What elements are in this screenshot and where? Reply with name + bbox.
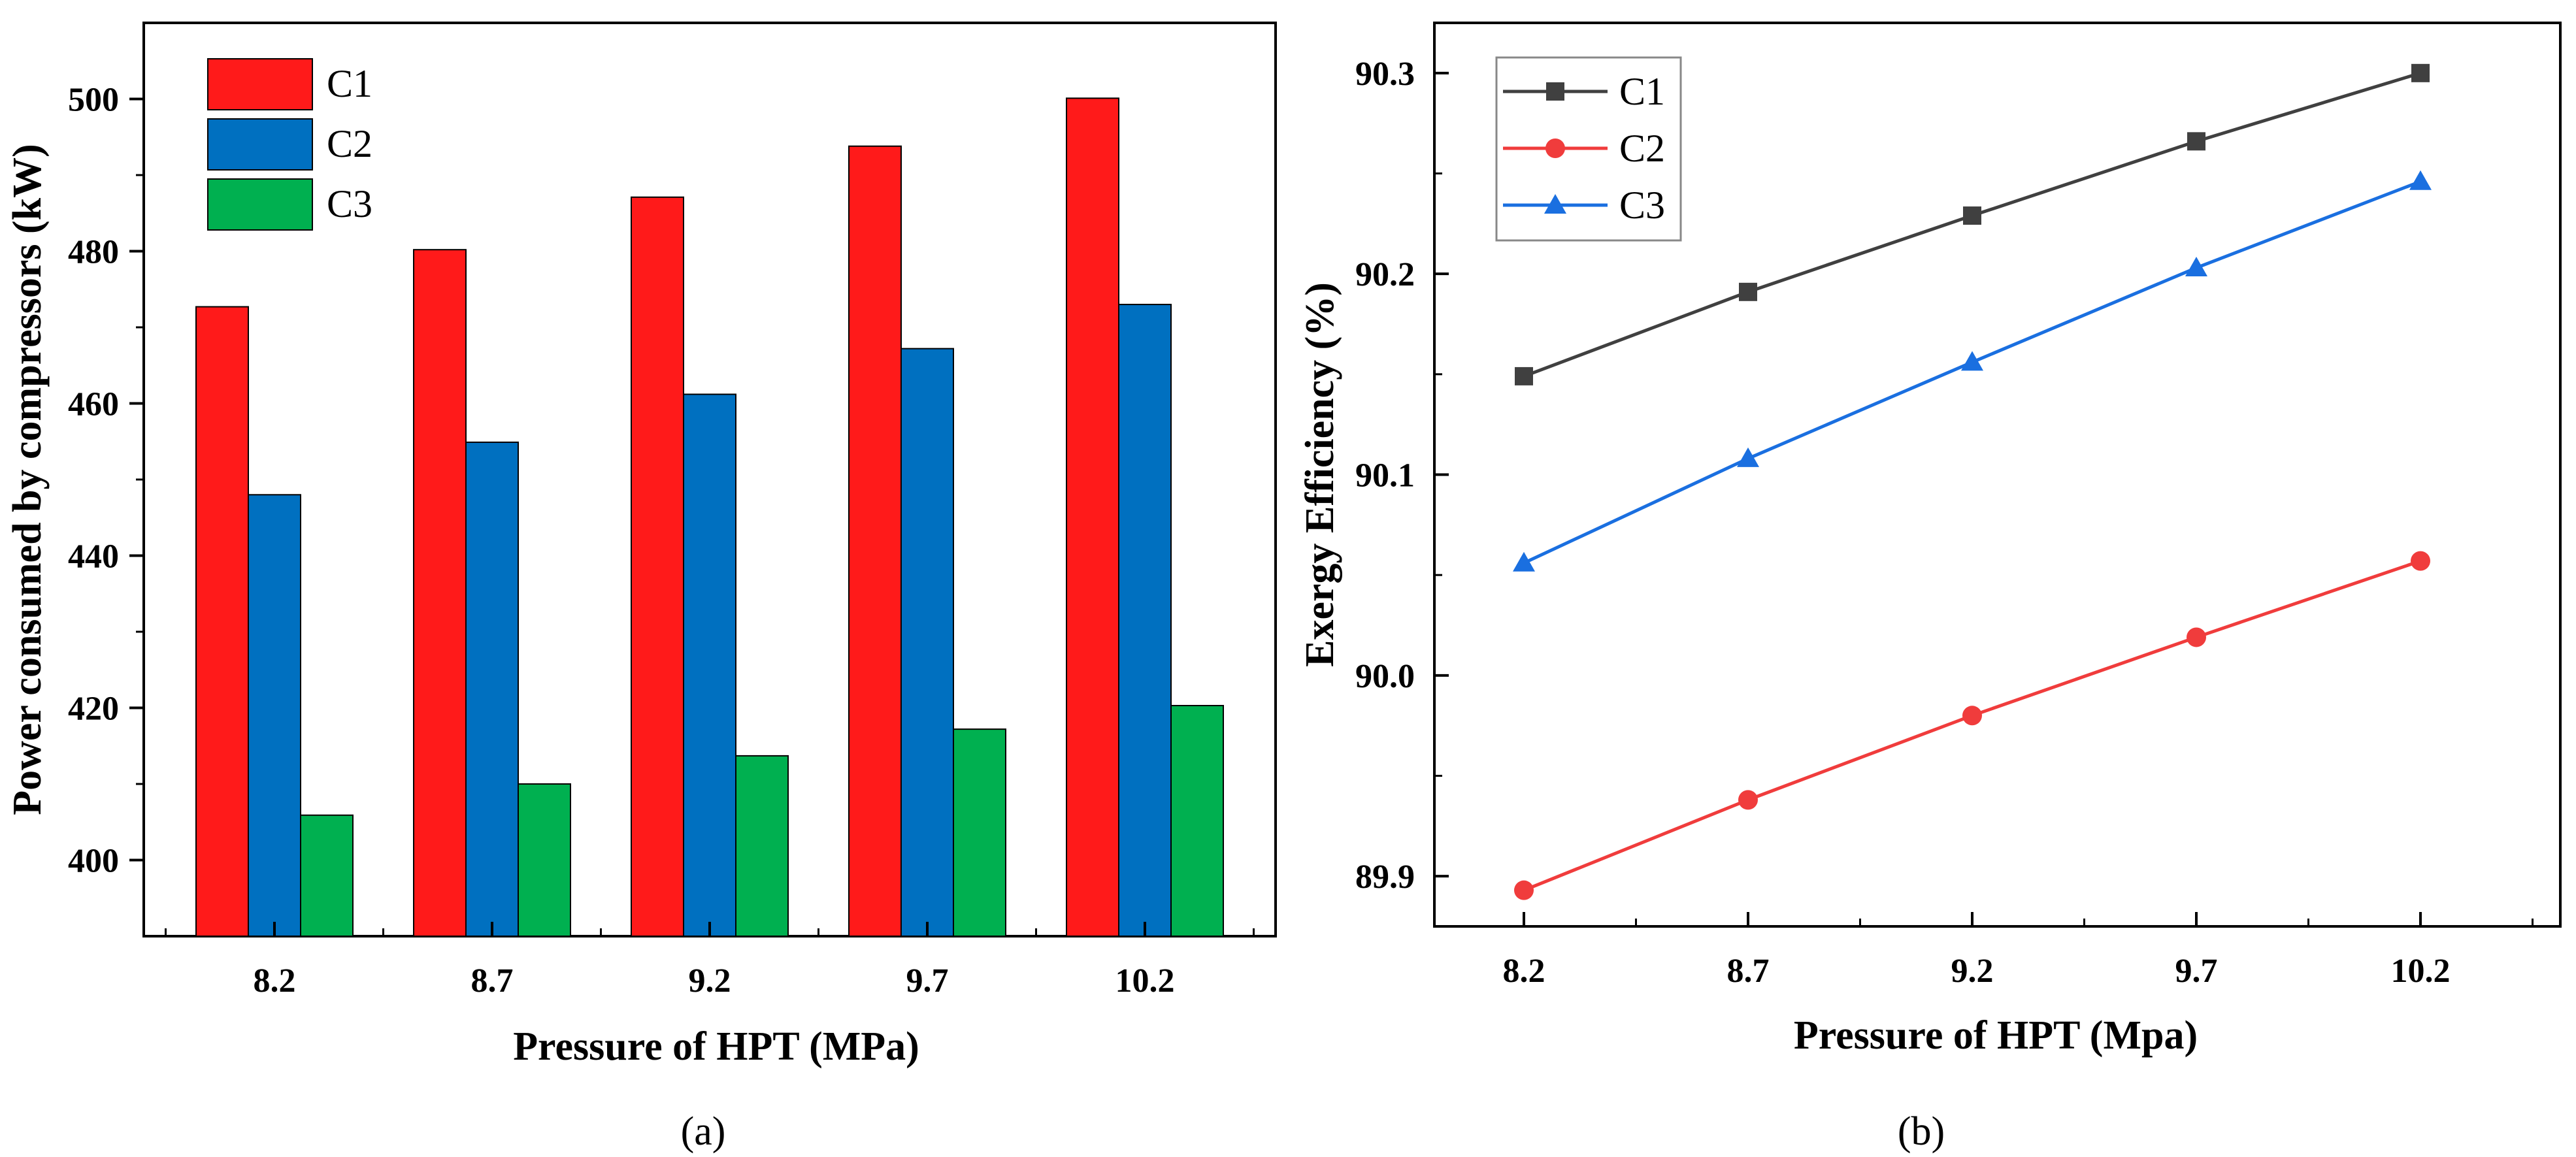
bar-c1-8_7 [413,249,467,937]
point-c2-9_2 [1962,706,1982,726]
point-c3-10_2 [2409,170,2432,190]
bar-chart-panel-a: 8.2 8.7 9.2 9.7 10.2 400 420 440 460 480 500 Pressu… [5,22,1277,1154]
legend-label-c3: C3 [327,182,372,225]
bar-c2-10_2 [1118,304,1172,937]
legend-label-b-c2: C2 [1619,127,1665,170]
x-tick-label-b: 10.2 [2391,953,2451,990]
legend-marker-c3 [1544,194,1566,214]
bar-c3-8_7 [518,783,571,937]
series-c1 [1515,63,2430,385]
point-c3-9_7 [2185,256,2207,276]
legend-swatch-c2 [207,118,313,171]
legend-marker-c2 [1545,139,1565,158]
bar-c1-9_7 [848,145,902,937]
y-axis-title-a: Power consumed by compressors (kW) [5,144,50,815]
bar-c2-8_2 [248,494,301,937]
point-c1-9_2 [1963,206,1981,225]
y-tick-label-b: 89.9 [1355,858,1415,896]
point-c3-8_7 [1737,447,1759,467]
line-chart-panel-b: 8.2 8.7 9.2 9.7 10.2 89.9 90.0 90.1 90.2 90.3 Pres… [1298,22,2562,1154]
point-c1-9_7 [2187,132,2205,151]
legend-marker-c1 [1546,82,1564,101]
y-tick-label-b: 90.2 [1355,256,1415,293]
bar-c1-8_2 [195,306,249,937]
y-tick-label-a: 420 [68,691,119,728]
y-tick-label-a: 460 [68,386,119,423]
x-tick-label-b: 9.2 [1951,953,1994,990]
bar-c2-8_7 [465,441,519,937]
y-tick-label-a: 480 [68,234,119,271]
legend-label-c2: C2 [327,122,372,165]
legend-a: C1 C2 C3 [207,58,372,231]
bar-c1-9_2 [631,196,684,937]
panel-label-b: (b) [1898,1109,1945,1154]
point-c3-8_2 [1513,551,1535,572]
point-c1-10_2 [2411,63,2430,82]
x-axis-title-a: Pressure of HPT (MPa) [513,1024,919,1069]
legend-swatch-c3 [207,178,313,231]
x-tick-label-a: 9.7 [906,962,949,1000]
y-tick-label-b: 90.3 [1355,56,1415,93]
bar-c3-8_2 [300,814,354,937]
bar-c3-10_2 [1170,705,1224,937]
legend-swatch-c1 [207,58,313,110]
bar-c2-9_7 [900,348,954,937]
x-tick-label-b: 8.7 [1727,953,1770,990]
x-tick-label-b: 8.2 [1503,953,1545,990]
legend-label-b-c3: C3 [1619,184,1665,227]
x-tick-label-b: 9.7 [2175,953,2218,990]
legend-label-c1: C1 [327,62,372,105]
panel-label-a: (a) [681,1109,726,1154]
x-tick-label-a: 8.2 [254,962,296,1000]
y-tick-label-a: 440 [68,538,119,576]
legend-b: C1 C2 C3 [1495,56,1682,242]
point-c2-9_7 [2187,627,2206,647]
bar-c3-9_7 [953,728,1006,937]
y-axis-title-b: Exergy Efficiency (%) [1298,282,1342,667]
point-c3-9_2 [1961,351,1983,371]
point-c1-8_2 [1515,367,1533,385]
legend-label-b-c1: C1 [1619,70,1665,113]
point-c1-8_7 [1739,282,1757,301]
line-c2 [1523,559,2421,892]
series-c3 [1513,170,2432,572]
series-c2 [1514,551,2430,900]
y-tick-label-b: 90.0 [1355,658,1415,695]
x-axis-title-b: Pressure of HPT (Mpa) [1794,1013,2198,1058]
point-c2-10_2 [2411,551,2430,571]
point-c2-8_2 [1514,880,1534,900]
x-tick-label-a: 10.2 [1115,962,1175,1000]
bar-c3-9_2 [735,755,789,937]
bar-c1-10_2 [1066,97,1119,937]
y-tick-label-a: 400 [68,843,119,880]
x-tick-label-a: 9.2 [689,962,731,1000]
y-tick-label-b: 90.1 [1355,457,1415,495]
x-tick-label-a: 8.7 [471,962,514,1000]
y-tick-label-a: 500 [68,82,119,119]
bar-c2-9_2 [683,393,736,937]
point-c2-8_7 [1738,790,1758,810]
